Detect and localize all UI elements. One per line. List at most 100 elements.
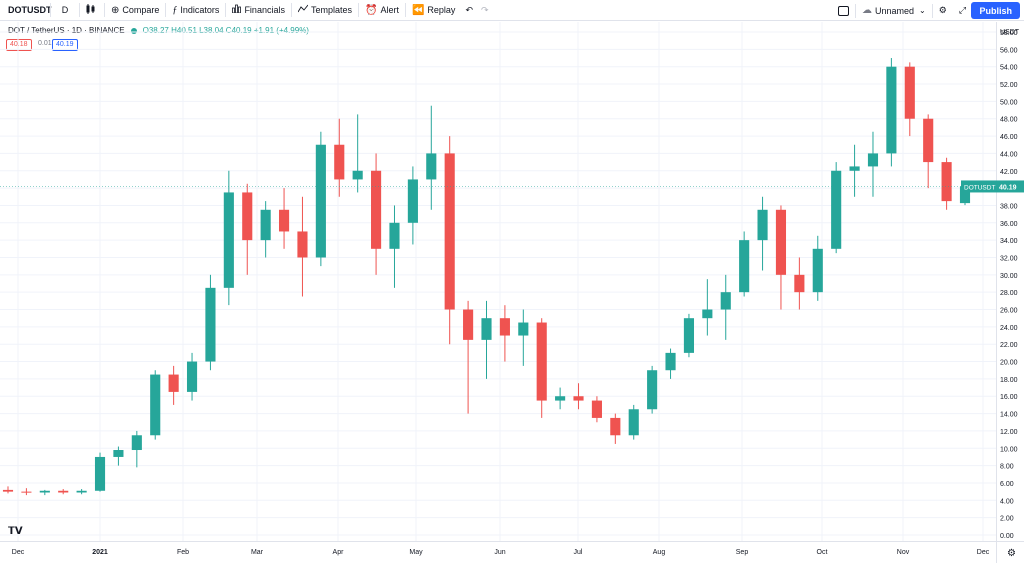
market-status-icon	[130, 27, 137, 34]
financials-button[interactable]: Financials	[226, 0, 291, 21]
candle-body	[297, 231, 308, 258]
price-tick-label: 8.00	[1000, 464, 1014, 471]
price-tick-label: 58.00	[1000, 30, 1018, 37]
candle-body	[665, 352, 676, 371]
alert-button[interactable]: ⏰ Alert	[359, 0, 405, 21]
candle-body	[812, 248, 823, 293]
candle-body	[168, 374, 179, 392]
gear-icon[interactable]: ⚙	[1007, 548, 1016, 559]
candle-body	[628, 409, 639, 436]
candle-body	[831, 170, 842, 249]
last-price-value: 40.19	[999, 184, 1017, 191]
tradingview-logo-icon: 𝗧𝗩	[8, 526, 23, 537]
candle-body	[683, 318, 695, 353]
candle-body	[39, 490, 50, 493]
time-tick-label: Feb	[177, 549, 189, 556]
price-tick-label: 50.00	[1000, 99, 1018, 106]
candle-body	[76, 490, 87, 493]
candle-body	[223, 192, 234, 288]
redo-icon: ↷	[480, 4, 489, 15]
toolbar-divider	[225, 3, 227, 17]
price-tick-label: 44.00	[1000, 151, 1018, 158]
candle-body	[334, 144, 345, 180]
price-tick-label: 56.00	[1000, 47, 1018, 54]
buy-price-box[interactable]: 40.19	[52, 39, 78, 51]
candle-body	[591, 400, 602, 418]
price-tick-label: 22.00	[1000, 342, 1018, 349]
price-tick-label: 0.00	[1000, 533, 1014, 540]
plus-circle-icon: ⊕	[111, 4, 120, 16]
candle-body	[2, 489, 14, 492]
symbol-search-button[interactable]: DOTUSDT	[8, 5, 52, 15]
compare-button[interactable]: ⊕ Compare	[105, 0, 165, 21]
candle-body	[407, 179, 418, 223]
toolbar-divider	[358, 3, 359, 17]
sell-price-box[interactable]: 40.18	[6, 39, 32, 51]
fullscreen-button[interactable]: ⤢	[953, 0, 972, 21]
layout-button[interactable]	[832, 0, 855, 21]
interval-button[interactable]: D	[61, 5, 69, 15]
price-tick-label: 6.00	[1000, 481, 1014, 488]
symbol-legend: DOT / TetherUS · 1D · BINANCE O38.27 H40…	[8, 26, 309, 35]
publish-button[interactable]: Publish	[971, 2, 1020, 19]
undo-button[interactable]: ↶	[461, 0, 477, 21]
candle-body	[775, 209, 787, 275]
chevron-down-icon: ⌄	[919, 6, 926, 15]
redo-button[interactable]: ↷	[477, 0, 493, 21]
price-tick-label: 2.00	[1000, 516, 1014, 523]
price-tick-label: 26.00	[1000, 308, 1018, 315]
candle-body	[499, 318, 510, 336]
alarm-clock-icon: ⏰	[365, 4, 378, 16]
spread-value: 0.01	[38, 40, 52, 47]
templates-button[interactable]: Templates	[292, 0, 358, 21]
candlestick-chart[interactable]: 58.00 56.00 54.00 52.00 50.00 48.00 46.00 44.00…	[0, 22, 1024, 563]
candle-body	[757, 209, 768, 241]
price-tick-label: 12.00	[1000, 429, 1018, 436]
last-price-symbol-label: DOTUSDT	[964, 184, 995, 191]
candle-body	[923, 118, 934, 163]
toolbar-divider	[931, 3, 933, 18]
financials-label: Financials	[244, 5, 285, 15]
replay-button[interactable]: ⏪ Replay	[406, 0, 461, 21]
toolbar-divider	[165, 3, 167, 17]
candle-body	[794, 274, 805, 293]
compare-label: Compare	[122, 5, 160, 15]
price-tick-label: 10.00	[1000, 446, 1018, 453]
toolbar-divider	[855, 3, 856, 18]
candle-body	[739, 240, 750, 293]
candle-body	[21, 491, 32, 493]
price-tick-label: 16.00	[1000, 394, 1018, 401]
candle-body	[959, 186, 971, 204]
time-tick-label: Sep	[736, 549, 749, 556]
candle-body	[720, 292, 731, 310]
replay-label: Replay	[427, 5, 456, 15]
candle-body	[352, 170, 363, 180]
price-tick-label: 52.00	[1000, 82, 1018, 89]
indicators-button[interactable]: ƒ Indicators	[166, 0, 225, 21]
candle-body	[426, 153, 437, 180]
toolbar-divider	[104, 3, 105, 17]
settings-button[interactable]: ⚙	[933, 0, 953, 21]
candle-body	[573, 396, 584, 401]
alert-label: Alert	[380, 5, 399, 15]
layout-name-label: Unnamed	[875, 5, 915, 16]
candle-body	[371, 170, 382, 249]
price-tick-label: 42.00	[1000, 169, 1018, 176]
candle-body	[536, 322, 547, 401]
time-tick-label: May	[409, 549, 423, 556]
indicators-label: Indicators	[180, 5, 220, 15]
price-tick-label: 48.00	[1000, 117, 1018, 124]
candle-body	[886, 66, 897, 154]
candle-body	[58, 490, 69, 493]
candle-body	[904, 66, 915, 119]
time-tick-label: Dec	[12, 549, 25, 556]
bar-style-button[interactable]	[80, 0, 104, 21]
candle-body	[702, 309, 713, 319]
layout-name-button[interactable]: ☁ Unnamed ⌄	[856, 0, 932, 21]
legend-title[interactable]: DOT / TetherUS · 1D · BINANCE	[8, 26, 125, 35]
legend-ohlc: O38.27 H40.51 L38.04 C40.19 +1.91 (+4.99…	[142, 26, 309, 35]
candle-body	[867, 153, 879, 167]
price-tick-label: 46.00	[1000, 134, 1018, 141]
price-tick-label: 34.00	[1000, 238, 1018, 245]
candle-body	[94, 456, 106, 491]
